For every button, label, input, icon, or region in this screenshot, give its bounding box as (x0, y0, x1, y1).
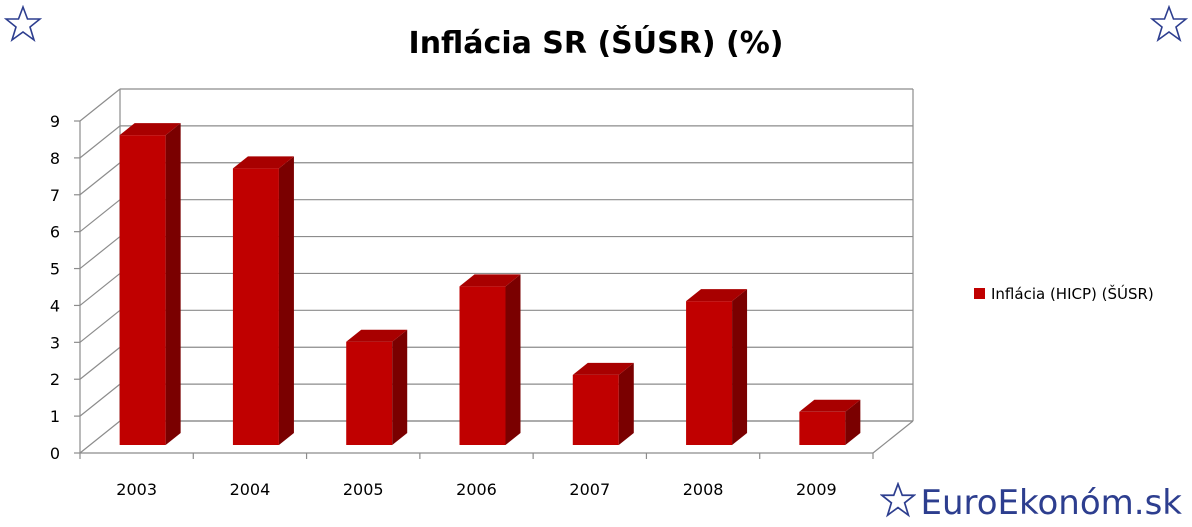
bar-side (278, 156, 294, 446)
y-axis: 0 1 2 3 4 5 6 7 8 9 (50, 112, 81, 463)
bar-front (459, 286, 506, 445)
star-outline-icon (880, 482, 917, 518)
bar-top (459, 274, 521, 287)
bar-top (572, 362, 634, 375)
bar-side (732, 289, 748, 445)
gridline-side (79, 162, 121, 196)
bar-top (119, 123, 181, 136)
bar-front (346, 341, 393, 445)
bar-top (346, 329, 408, 342)
brand-text: EuroEkonóm.sk (920, 483, 1182, 523)
bar-front (119, 135, 166, 445)
gridline-side (79, 420, 121, 454)
bar-front (799, 411, 846, 445)
floor-side-edge (872, 420, 914, 454)
bar-side (165, 123, 181, 445)
gridline-side (79, 346, 121, 380)
y-tick-label: 9 (50, 112, 60, 131)
legend-swatch (974, 288, 985, 299)
bar-top (686, 289, 748, 302)
bar-front (572, 374, 619, 445)
bar (232, 156, 294, 446)
y-tick-label: 6 (50, 223, 60, 242)
legend-label: Inflácia (HICP) (ŠÚSR) (991, 284, 1154, 303)
gridline-side (79, 88, 121, 122)
y-tick-label: 4 (50, 296, 60, 315)
bar (346, 329, 408, 445)
legend: Inflácia (HICP) (ŠÚSR) (974, 284, 1154, 303)
x-tick-label: 2007 (569, 480, 610, 499)
bar (119, 123, 181, 445)
bar-side (845, 399, 861, 445)
y-tick-label: 7 (50, 186, 60, 205)
x-tick-label: 2009 (796, 480, 837, 499)
x-tick-label: 2004 (230, 480, 271, 499)
gridline-side (79, 272, 121, 306)
y-tick-label: 1 (50, 407, 60, 426)
bar (686, 289, 748, 445)
gridline-side (79, 309, 121, 343)
x-tick-label: 2003 (116, 480, 157, 499)
bar-top (799, 399, 861, 412)
y-tick-label: 3 (50, 333, 60, 352)
y-tick-label: 0 (50, 444, 60, 463)
x-axis: 2003 2004 2005 2006 2007 2008 2009 (79, 453, 874, 499)
star-outline-icon (4, 5, 42, 43)
bar-side (505, 274, 521, 445)
x-tick-label: 2005 (343, 480, 384, 499)
bar (459, 274, 521, 445)
gridline-side (79, 199, 121, 233)
bar (572, 362, 634, 445)
x-tick-label: 2006 (456, 480, 497, 499)
gridline-side (79, 236, 121, 270)
bar (799, 399, 861, 445)
star-outline-icon (1150, 5, 1188, 43)
chart-title: Inflácia SR (ŠÚSR) (%) (409, 24, 784, 61)
bar-front (686, 301, 733, 445)
y-tick-label: 5 (50, 260, 60, 279)
y-tick-label: 2 (50, 370, 60, 389)
x-tick-label: 2008 (683, 480, 724, 499)
bars (119, 123, 861, 446)
bar-front (232, 168, 279, 446)
bar-side (392, 329, 408, 445)
brand-watermark: EuroEkonóm.sk (880, 482, 1182, 523)
gridline-side (79, 383, 121, 417)
bar-top (232, 156, 294, 169)
y-tick-label: 8 (50, 149, 60, 168)
gridline-side (79, 125, 121, 159)
bar-side (618, 362, 634, 445)
